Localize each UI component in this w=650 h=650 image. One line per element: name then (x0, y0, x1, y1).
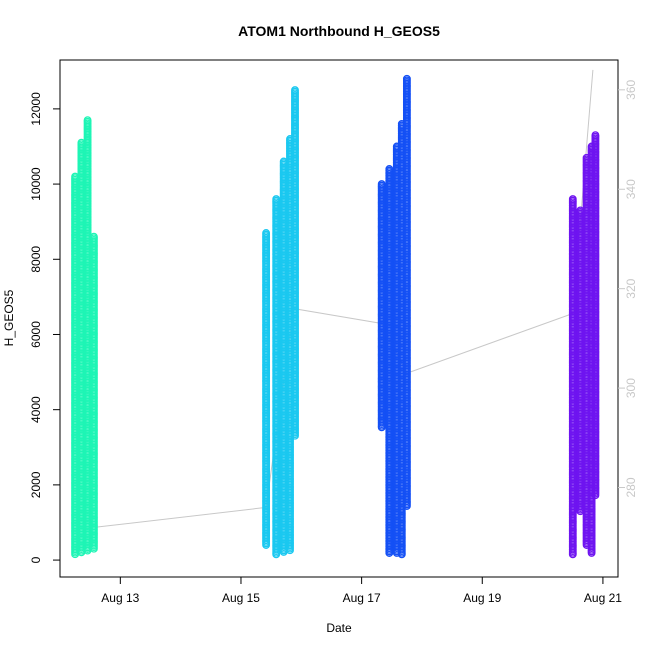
x-tick-label: Aug 13 (101, 591, 139, 605)
y-axis-label: H_GEOS5 (2, 289, 16, 346)
y-tick-label: 12000 (29, 92, 43, 126)
data-column (89, 232, 98, 553)
x-tick-label: Aug 17 (343, 591, 381, 605)
y2-tick-label: 360 (624, 79, 638, 99)
plot-frame (59, 59, 619, 578)
axes: Aug 13 Aug 15 Aug 17 Aug 19 Aug 21 0 2000 4000 6… (29, 59, 638, 605)
series-3 (377, 74, 411, 559)
data-column (279, 157, 288, 556)
x-axis-label: Date (326, 621, 352, 635)
data-point (262, 541, 271, 549)
secondary-line (95, 69, 594, 528)
data-column (385, 165, 394, 557)
plot-area (71, 69, 600, 559)
data-point (587, 548, 596, 557)
y-tick-label: 4000 (29, 396, 43, 423)
data-column (83, 116, 92, 555)
data-column (262, 229, 271, 549)
y2-tick-label: 300 (624, 378, 638, 398)
data-point (272, 550, 281, 559)
data-point (286, 546, 294, 555)
data-column (568, 195, 577, 559)
data-column (576, 206, 585, 516)
data-point (591, 491, 600, 500)
data-point (89, 544, 98, 553)
data-point (377, 423, 386, 432)
series-4 (568, 131, 600, 559)
x-tick-label: Aug 21 (584, 591, 622, 605)
chart-title: ATOM1 Northbound H_GEOS5 (238, 23, 440, 39)
y-tick-label: 2000 (29, 471, 43, 498)
series-1 (71, 116, 98, 559)
y2-tick-label: 320 (624, 278, 638, 298)
y2-tick-label: 280 (624, 477, 638, 497)
data-point (397, 550, 406, 559)
data-point (568, 550, 577, 559)
data-column (291, 86, 299, 440)
y-tick-label: 10000 (29, 167, 43, 201)
x-tick-label: Aug 15 (222, 591, 260, 605)
y2-tick-label: 340 (624, 179, 638, 199)
data-point (402, 502, 411, 510)
data-column (71, 172, 80, 559)
data-column (402, 74, 411, 510)
data-point (291, 431, 299, 440)
data-column (591, 131, 600, 500)
data-point (385, 549, 394, 557)
y-tick-label: 8000 (29, 246, 43, 273)
data-column (272, 195, 281, 559)
data-column (377, 180, 386, 432)
series-2 (262, 86, 299, 559)
y-tick-label: 6000 (29, 321, 43, 348)
y-tick-label: 0 (29, 556, 43, 563)
x-tick-label: Aug 19 (463, 591, 501, 605)
